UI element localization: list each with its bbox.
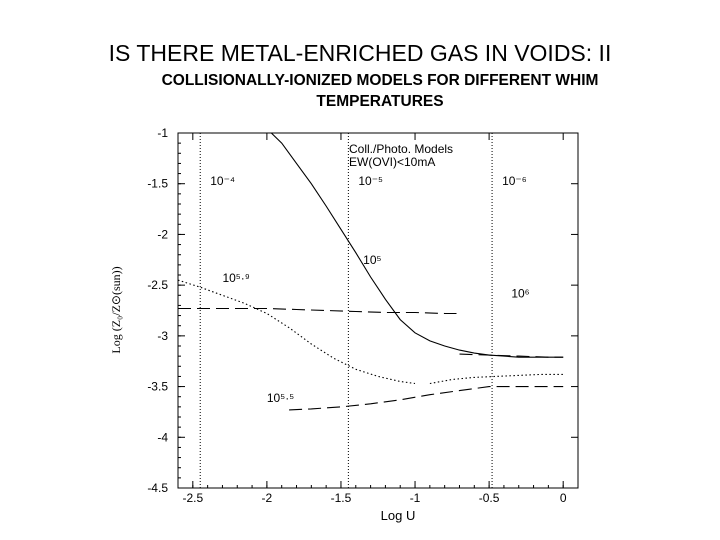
series-line bbox=[177, 279, 416, 385]
y-axis-label: Log (Z₀/Z⊙(sun)) bbox=[109, 266, 123, 353]
y-tick-label: -4 bbox=[157, 430, 168, 444]
x-tick-label: -1 bbox=[410, 491, 421, 505]
y-tick-label: -4.5 bbox=[147, 481, 168, 495]
curves bbox=[177, 132, 564, 411]
series-line bbox=[270, 132, 564, 358]
x-tick-label: -0.5 bbox=[479, 491, 500, 505]
y-tick-label: -3.5 bbox=[147, 380, 168, 394]
x-tick-label: -2 bbox=[262, 491, 273, 505]
ticks: -2.5 -2 -1.5 -1 -0.5 0 -1 -1.5 -2 -2.5 -3 -3.5 -4 -4.… bbox=[147, 126, 579, 505]
density-marker-label: 10⁻⁶ bbox=[502, 174, 527, 188]
slide-title: IS THERE METAL-ENRICHED GAS IN VOIDS: II bbox=[108, 40, 612, 66]
slide-subtitle: COLLISIONALLY-IONIZED MODELS FOR DIFFERE… bbox=[161, 72, 599, 110]
density-markers: 10⁻⁴ 10⁻⁵ 10⁻⁶ bbox=[199, 133, 527, 488]
legend-line-1: Coll./Photo. Models bbox=[349, 142, 453, 156]
y-tick-label: -2 bbox=[157, 227, 168, 241]
curve-label: 10⁶ bbox=[511, 286, 529, 300]
x-axis-label: Log U bbox=[381, 508, 416, 523]
y-tick-label: -1 bbox=[157, 126, 168, 140]
x-tick-label: -2.5 bbox=[182, 491, 203, 505]
y-tick-label: -3 bbox=[157, 329, 168, 343]
x-tick-label: -1.5 bbox=[331, 491, 352, 505]
labels: 10⁵ 10⁶ 10⁵·⁹ 10⁵·⁵ bbox=[222, 253, 529, 405]
x-tick-label: 0 bbox=[560, 491, 567, 505]
density-marker-label: 10⁻⁴ bbox=[210, 174, 235, 188]
y-tick-label: -2.5 bbox=[147, 278, 168, 292]
curve-label: 10⁵·⁹ bbox=[222, 271, 249, 285]
series-line bbox=[289, 386, 564, 411]
density-marker-label: 10⁻⁵ bbox=[358, 174, 383, 188]
legend-line-2: EW(OVI)<10mA bbox=[349, 155, 435, 169]
curve-label: 10⁵ bbox=[363, 253, 381, 267]
series-line bbox=[429, 373, 564, 385]
plot-frame bbox=[177, 132, 579, 489]
curve-label: 10⁵·⁵ bbox=[267, 391, 294, 405]
series-line bbox=[459, 353, 564, 358]
y-tick-label: -1.5 bbox=[147, 177, 168, 191]
series-line bbox=[178, 307, 457, 315]
